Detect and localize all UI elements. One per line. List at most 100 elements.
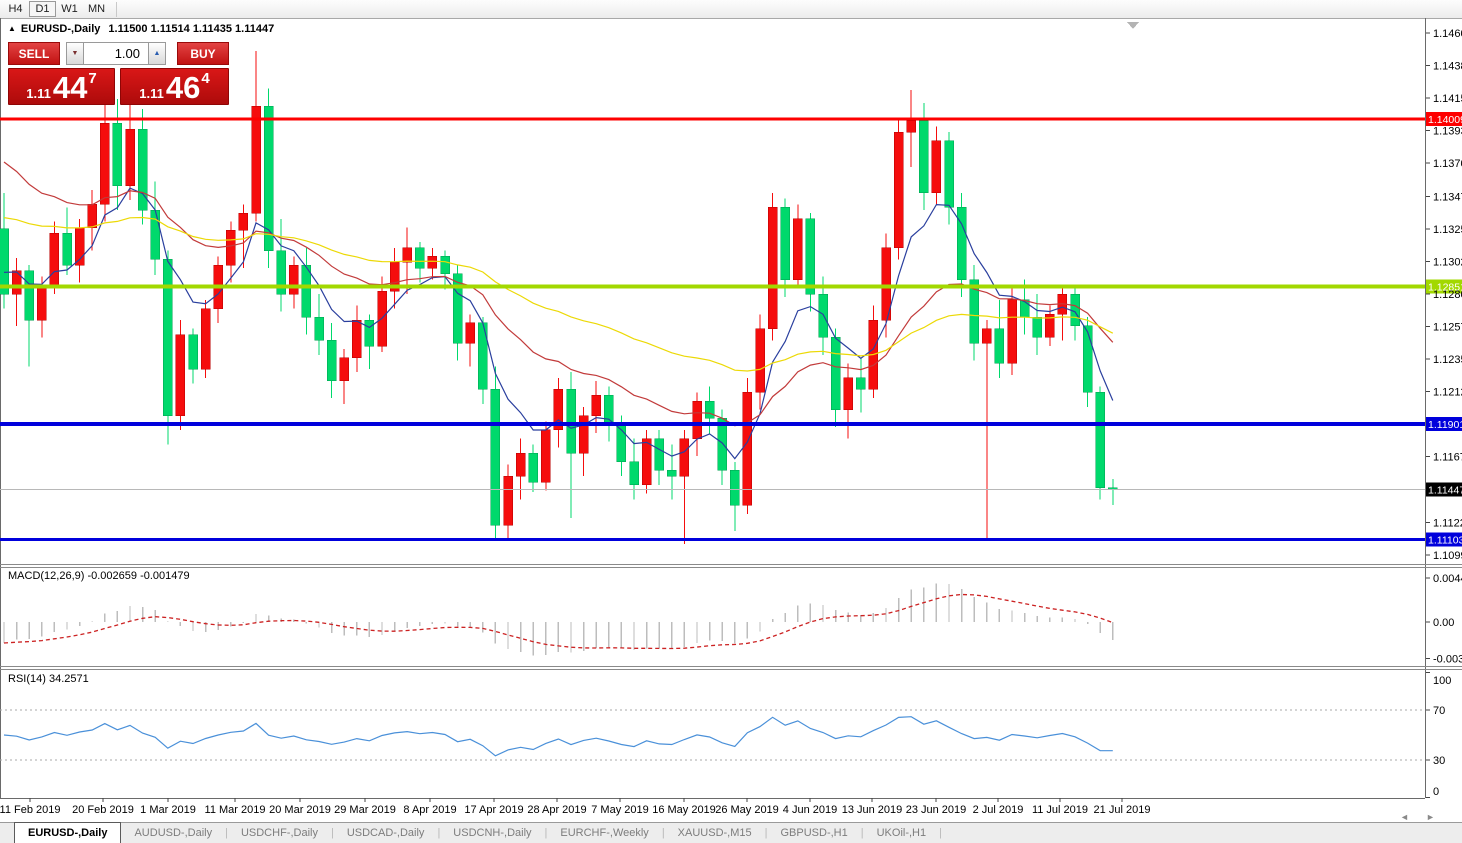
- candle-bear: [667, 470, 677, 477]
- candle-bear: [415, 247, 425, 269]
- candle-bull: [893, 131, 904, 249]
- candle-bear: [730, 470, 740, 506]
- tab-usdcnh-daily[interactable]: USDCNH-,Daily: [453, 827, 532, 839]
- candle-bull: [175, 334, 186, 416]
- candle-bear: [1108, 487, 1118, 490]
- candle-bull: [515, 452, 526, 477]
- candle-bull: [226, 230, 236, 266]
- candle-bull: [591, 395, 601, 416]
- price-level-badge: [1426, 532, 1462, 547]
- moving-average-22: [3, 161, 1114, 427]
- macd-axis-label: 0.00: [1433, 617, 1454, 629]
- candle-bull: [289, 264, 299, 295]
- date-tick-label: 8 Apr 2019: [403, 804, 457, 816]
- candle-bull: [1045, 314, 1055, 338]
- scroll-to-end-marker[interactable]: [1127, 22, 1139, 29]
- collapse-triangle-icon[interactable]: ▲: [8, 24, 16, 33]
- candle-bull: [125, 128, 135, 186]
- candle-bear: [301, 264, 312, 318]
- candle-bear: [818, 293, 828, 338]
- volume-increase-button[interactable]: ▲: [148, 42, 166, 65]
- candle-bull: [200, 308, 211, 370]
- candle-bear: [440, 256, 450, 275]
- tab-separator: |: [225, 827, 228, 839]
- tab-eurusd-daily[interactable]: EURUSD-,Daily: [14, 822, 122, 843]
- date-tick-label: 11 Feb 2019: [0, 804, 61, 816]
- volume-decrease-button[interactable]: ▼: [66, 42, 84, 65]
- tab-xauusd-m15[interactable]: XAUUSD-,M15: [677, 827, 752, 839]
- candle-bear: [1095, 392, 1105, 489]
- candle-bull: [742, 392, 753, 506]
- sell-button[interactable]: SELL: [8, 42, 60, 65]
- price-axis-label: 1.12800: [1433, 289, 1462, 301]
- tab-scroll-right-arrow[interactable]: ►: [1426, 812, 1435, 822]
- candle-bull: [503, 475, 513, 526]
- chart-window[interactable]: 1.140091.128511.119011.111031.114471.146…: [0, 18, 1462, 822]
- current-price-badge: [1426, 482, 1462, 497]
- candle-bull: [692, 400, 702, 439]
- date-tick-label: 23 Jun 2019: [905, 804, 967, 816]
- date-tick-label: 11 Mar 2019: [204, 804, 266, 816]
- candle-bear: [188, 334, 198, 370]
- candle-bull: [402, 247, 412, 263]
- sell-price-display[interactable]: 1.11 44 7: [8, 68, 115, 105]
- tab-usdchf-daily[interactable]: USDCHF-,Daily: [240, 827, 318, 839]
- candle-bull: [793, 218, 803, 280]
- rsi-indicator-label: RSI(14) 34.2571: [8, 673, 89, 685]
- candle-bear: [919, 120, 929, 194]
- tab-scroll-left-arrow[interactable]: ◄: [1400, 812, 1409, 822]
- volume-input[interactable]: [84, 42, 148, 65]
- date-tick-label: 26 May 2019: [715, 804, 779, 816]
- candle-bull: [641, 438, 652, 486]
- candle-bear: [1019, 299, 1030, 318]
- price-axis-label: 1.12575: [1433, 322, 1462, 334]
- date-tick-label: 4 Jun 2019: [782, 804, 838, 816]
- price-axis-label: 1.10995: [1433, 550, 1462, 562]
- date-tick-label: 11 Jul 2019: [1031, 804, 1089, 816]
- candle-bull: [427, 256, 438, 269]
- buy-price-pip: 4: [201, 70, 210, 87]
- candle-bear: [1070, 293, 1080, 327]
- candle-bear: [326, 340, 337, 382]
- price-level-badge: [1426, 279, 1462, 294]
- tab-eurchf-weekly[interactable]: EURCHF-,Weekly: [560, 827, 649, 839]
- tab-audusd-daily[interactable]: AUDUSD-,Daily: [134, 827, 213, 839]
- timeframe-h4[interactable]: H4: [8, 3, 23, 15]
- date-tick-label: 20 Mar 2019: [269, 804, 331, 816]
- candle-bull: [843, 377, 853, 410]
- buy-price-display[interactable]: 1.11 46 4: [120, 68, 229, 105]
- timeframe-mn[interactable]: MN: [87, 3, 106, 15]
- date-tick-label: 29 Mar 2019: [334, 804, 396, 816]
- price-axis-label: 1.12125: [1433, 387, 1462, 399]
- candle-bear: [528, 452, 538, 483]
- candle-bull: [881, 247, 891, 321]
- candle-bear: [1082, 325, 1093, 393]
- candle-bull: [755, 328, 765, 393]
- buy-price-prefix: 1.11: [139, 85, 164, 101]
- candle-bull: [465, 322, 475, 344]
- price-level-badge-label: 1.11103: [1428, 534, 1462, 546]
- price-axis-label: 1.13705: [1433, 158, 1462, 170]
- candle-bull: [100, 123, 110, 205]
- candle-bull: [1007, 299, 1017, 364]
- timeframe-d1[interactable]: D1: [29, 1, 56, 17]
- date-tick-label: 1 Mar 2019: [140, 804, 196, 816]
- candle-bull: [11, 270, 22, 295]
- tab-usdcad-daily[interactable]: USDCAD-,Daily: [346, 827, 425, 839]
- date-tick-label: 16 May 2019: [652, 804, 716, 816]
- tab-ukoil-h1[interactable]: UKOil-,H1: [876, 827, 927, 839]
- timeframe-w1[interactable]: W1: [61, 3, 78, 15]
- candle-bull: [339, 357, 349, 382]
- date-axis[interactable]: 11 Feb 2019 20 Feb 2019 1 Mar 2019 11 Mar 2…: [0, 802, 1425, 818]
- price-level-badge: [1426, 417, 1462, 432]
- buy-button[interactable]: BUY: [177, 42, 229, 65]
- candle-bear: [969, 279, 979, 344]
- candle-bull: [982, 328, 992, 344]
- candle-bear: [717, 418, 727, 471]
- price-axis-label: 1.13250: [1433, 224, 1462, 236]
- candle-bear: [263, 105, 274, 251]
- tab-gbpusd-h1[interactable]: GBPUSD-,H1: [780, 827, 848, 839]
- one-click-trading-panel: SELL ▼ ▲ BUY 1.11 44 7 1.11 46 4: [8, 42, 229, 105]
